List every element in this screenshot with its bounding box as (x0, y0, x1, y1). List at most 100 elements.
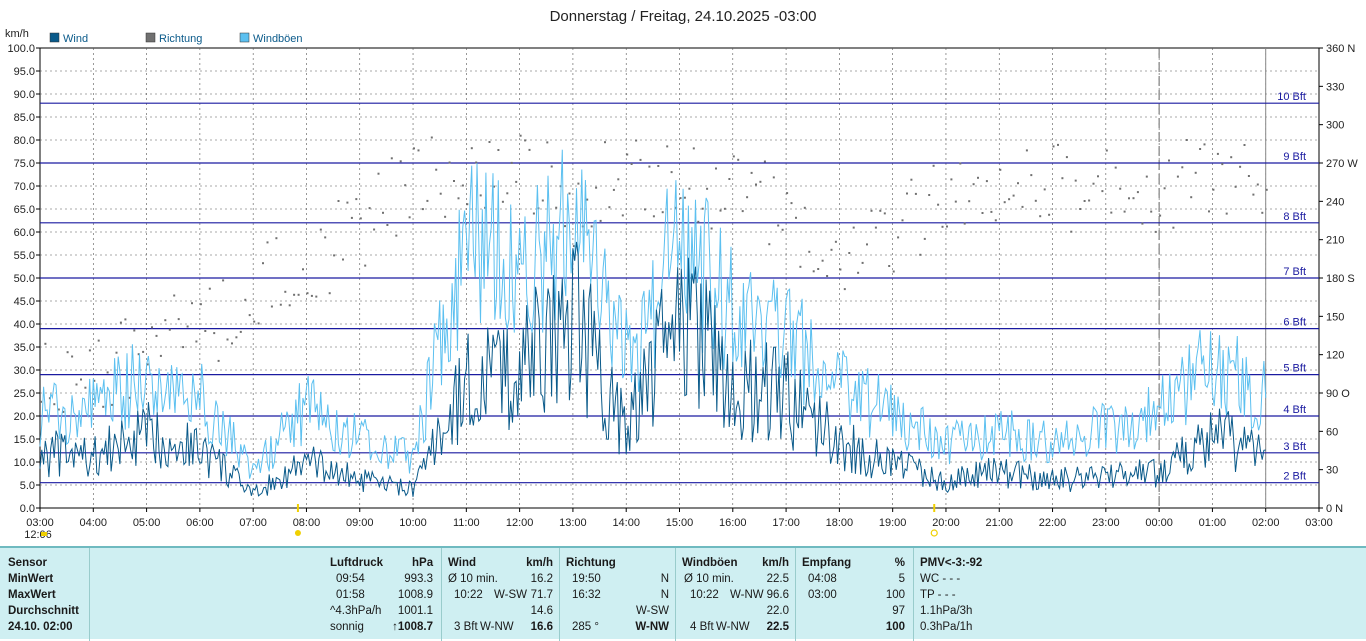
direction-point (262, 262, 264, 265)
direction-point (231, 342, 233, 345)
direction-point (906, 192, 908, 195)
sunrise-tick-icon (296, 504, 299, 512)
y-tick-label: 65.0 (14, 204, 35, 216)
direction-point (297, 293, 300, 296)
direction-point (1247, 175, 1250, 177)
x-tick-label: 05:00 (133, 517, 161, 529)
wind-avg-value: 14.6 (530, 605, 553, 617)
direction-point (359, 217, 362, 220)
direction-point (182, 346, 185, 349)
gust-max-direction: W-NW (730, 589, 764, 601)
direction-point (40, 400, 42, 403)
direction-point (395, 234, 398, 237)
beaufort-label-6: 8 Bft (1283, 211, 1306, 223)
y2-tick-label: 150 (1326, 311, 1344, 323)
direction-point (879, 209, 882, 212)
sunrise-icon (294, 530, 301, 536)
direction-point (173, 294, 176, 297)
direction-point (524, 139, 527, 142)
direction-point (195, 340, 198, 343)
direction-point (719, 209, 722, 212)
wind-avg10-value: 16.2 (530, 573, 553, 585)
direction-point (599, 219, 602, 222)
direction-point (1225, 212, 1228, 215)
direction-point (559, 185, 562, 188)
direction-point (555, 206, 558, 209)
y-tick-label: 0.0 (20, 503, 35, 515)
direction-point (679, 197, 682, 200)
pmv-header: PMV<-3:-92 (920, 557, 983, 569)
direction-point (710, 227, 713, 230)
gust-avg10-value: 22.5 (766, 573, 789, 585)
max-label: MaxWert (8, 589, 56, 601)
direction-point (155, 334, 158, 337)
direction-point (786, 192, 789, 195)
marker-label-0: 12:06 (24, 529, 52, 541)
direction-point (1070, 230, 1073, 233)
direction-point (706, 187, 709, 190)
chart-title: Donnerstag / Freitag, 24.10.2025 -03:00 (550, 8, 817, 25)
direction-point (639, 158, 642, 161)
direction-header: Richtung (566, 557, 616, 569)
direction-point (515, 180, 518, 183)
direction-point (106, 371, 109, 374)
direction-point (510, 161, 513, 164)
direction-point (470, 147, 473, 150)
x-tick-label: 13:00 (559, 517, 587, 529)
direction-point (337, 200, 340, 202)
direction-point (981, 212, 984, 214)
direction-point (328, 292, 331, 295)
gust-avg10-label: Ø 10 min. (684, 573, 734, 585)
weather-forecast: sonnig (330, 621, 364, 633)
direction-point (97, 339, 100, 342)
direction-point (546, 141, 549, 144)
beaufort-label-4: 6 Bft (1283, 317, 1306, 329)
direction-series (40, 134, 1268, 413)
direction-min-value: N (660, 573, 669, 585)
direction-point (777, 224, 780, 227)
reception-max-value: 100 (885, 589, 905, 601)
y-tick-label: 90.0 (14, 89, 35, 101)
direction-point (1128, 197, 1130, 200)
y-tick-label: 5.0 (20, 480, 35, 492)
direction-point (390, 157, 393, 160)
direction-point (732, 155, 735, 158)
x-tick-label: 07:00 (239, 517, 267, 529)
x-tick-label: 22:00 (1039, 517, 1067, 529)
reception-max-time: 03:00 (808, 589, 837, 601)
direction-point (71, 355, 74, 358)
direction-point (617, 178, 620, 181)
direction-point (999, 168, 1002, 171)
direction-point (1163, 187, 1166, 190)
dewpoint-value: TP - - - (920, 589, 956, 601)
beaufort-label-0: 2 Bft (1283, 471, 1306, 483)
direction-point (53, 403, 56, 406)
direction-point (506, 192, 509, 195)
direction-point (151, 326, 153, 329)
gust-header: Windböen (682, 557, 738, 569)
beaufort-label-3: 5 Bft (1283, 363, 1306, 375)
direction-point (1003, 201, 1006, 204)
wind-header: Wind (448, 557, 476, 569)
direction-point (781, 228, 784, 231)
y-tick-label: 10.0 (14, 457, 35, 469)
legend-label-2: Windböen (253, 33, 303, 45)
direction-point (821, 259, 824, 262)
direction-point (142, 350, 145, 353)
direction-point (635, 139, 638, 142)
left-axis-ticks: 0.0 5.0 10.0 15.0 20.0 25.0 30.0 35.0 40.0 45.0 50… (7, 43, 40, 515)
wind-max-time: 10:22 (454, 589, 483, 601)
beaufort-label-2: 4 Bft (1283, 404, 1306, 416)
wind-current-bft: 3 Bft (454, 621, 478, 633)
direction-point (1172, 226, 1175, 229)
direction-point (1021, 205, 1024, 208)
direction-point (564, 225, 566, 228)
direction-point (1097, 175, 1099, 178)
direction-point (612, 188, 615, 191)
x-tick-label: 15:00 (666, 517, 694, 529)
direction-point (910, 178, 913, 181)
direction-point (701, 207, 704, 210)
direction-point (1176, 175, 1179, 178)
x-tick-label: 11:00 (453, 517, 480, 529)
y-axis-unit: km/h (5, 28, 29, 40)
